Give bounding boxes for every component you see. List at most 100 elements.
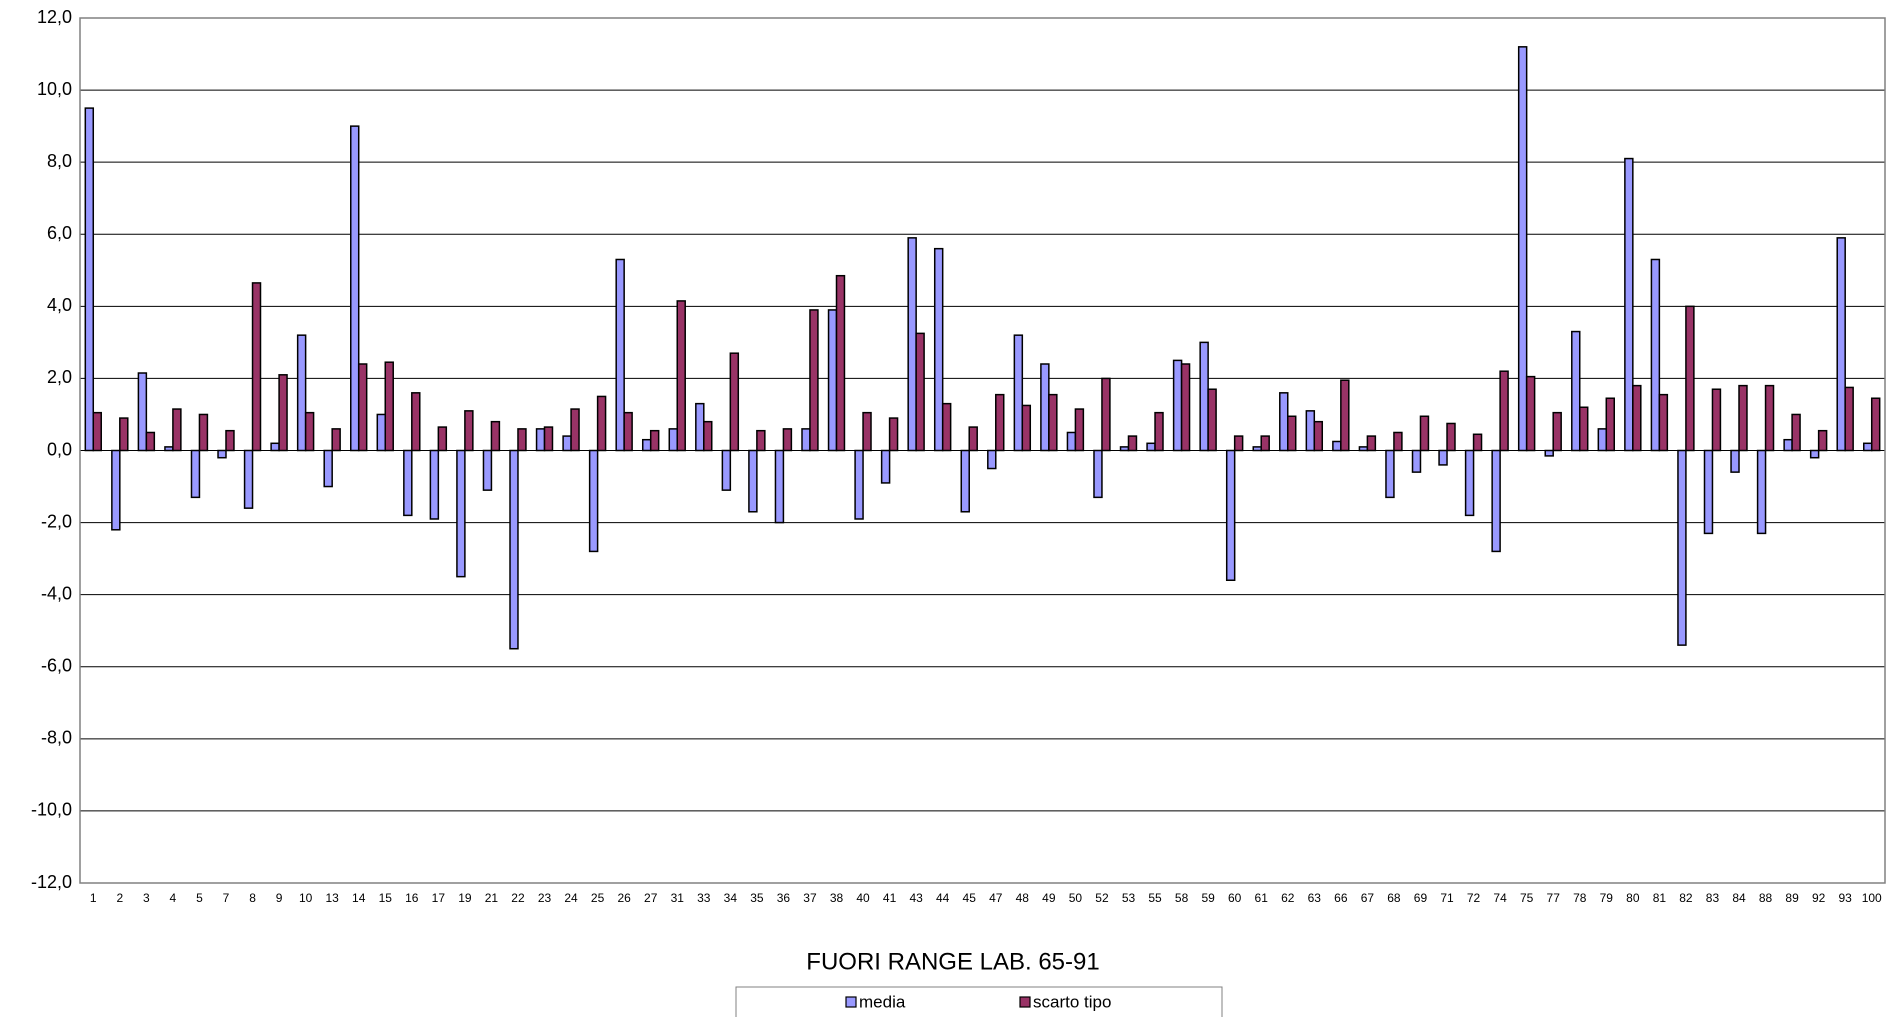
bar <box>1340 379 1350 452</box>
bar <box>464 410 474 452</box>
bar <box>915 332 925 452</box>
bar <box>1552 411 1562 452</box>
bar <box>1438 449 1448 466</box>
x-tick-label: 15 <box>379 891 393 905</box>
x-tick-label: 19 <box>458 891 472 905</box>
x-tick-label: 35 <box>750 891 764 905</box>
x-tick-label: 31 <box>671 891 685 905</box>
y-tick-label: 2,0 <box>47 367 72 387</box>
bar <box>729 352 740 452</box>
y-tick-label: 6,0 <box>47 223 72 243</box>
x-tick-label: 41 <box>883 891 897 905</box>
bar <box>641 438 652 452</box>
bar <box>535 428 546 452</box>
bar <box>1048 393 1058 452</box>
bar <box>562 435 572 452</box>
bar <box>1571 330 1581 452</box>
bar <box>854 449 864 520</box>
bar <box>437 426 448 452</box>
x-tick-label: 40 <box>856 891 870 905</box>
bar <box>1544 449 1554 457</box>
bar <box>1791 413 1801 452</box>
x-tick-label: 37 <box>803 891 817 905</box>
x-tick-label: 45 <box>963 891 977 905</box>
bar <box>517 428 527 452</box>
bar <box>960 449 970 513</box>
y-tick-label: 10,0 <box>37 79 72 99</box>
bar <box>596 395 607 452</box>
bar <box>482 449 493 491</box>
bar <box>827 309 838 452</box>
bar <box>1677 449 1687 646</box>
x-tick-label: 93 <box>1839 891 1853 905</box>
plot-frame <box>79 17 1886 884</box>
bar <box>1332 440 1342 452</box>
bar <box>1517 46 1528 452</box>
x-tick-label: 5 <box>196 891 203 905</box>
x-tick-label: 79 <box>1600 891 1614 905</box>
bar <box>1101 377 1111 452</box>
x-tick-label: 72 <box>1467 891 1481 905</box>
bar <box>509 449 519 650</box>
bar <box>543 426 554 452</box>
bar <box>995 393 1005 452</box>
bar <box>323 449 333 488</box>
x-tick-label: 92 <box>1812 891 1826 905</box>
bar <box>1207 388 1217 452</box>
bar <box>304 411 315 452</box>
x-tick-label: 80 <box>1626 891 1640 905</box>
bar <box>1366 435 1377 452</box>
bar <box>84 107 95 452</box>
bar <box>1817 429 1828 452</box>
bar <box>172 408 182 452</box>
x-tick-label: 77 <box>1547 891 1561 905</box>
x-tick-label: 8 <box>249 891 256 905</box>
x-tick-label: 38 <box>830 891 844 905</box>
y-tick-label: 0,0 <box>47 439 72 459</box>
bar <box>588 449 599 553</box>
bar <box>703 420 713 452</box>
bar <box>721 449 732 491</box>
x-tick-label: 17 <box>432 891 446 905</box>
bar <box>331 428 341 452</box>
bar <box>1305 410 1316 452</box>
bar <box>1154 411 1164 452</box>
bar <box>1844 386 1854 452</box>
x-tick-label: 55 <box>1148 891 1162 905</box>
x-tick-label: 34 <box>724 891 738 905</box>
y-tick-label: 12,0 <box>37 7 72 27</box>
bar <box>1764 384 1775 452</box>
bar <box>429 449 440 520</box>
bar <box>1411 449 1422 473</box>
bar <box>1632 384 1642 452</box>
x-tick-label: 33 <box>697 891 711 905</box>
bar <box>1464 449 1475 517</box>
bar <box>1685 305 1695 452</box>
bar <box>403 449 413 517</box>
bar <box>251 282 262 452</box>
x-tick-label: 78 <box>1573 891 1587 905</box>
x-tick-label: 67 <box>1361 891 1375 905</box>
x-tick-label: 7 <box>223 891 230 905</box>
x-tick-label: 48 <box>1016 891 1030 905</box>
x-tick-label: 50 <box>1069 891 1083 905</box>
x-tick-label: 100 <box>1862 891 1882 905</box>
bar <box>1730 449 1740 473</box>
bar <box>456 449 466 578</box>
bar <box>1385 449 1395 499</box>
x-tick-label: 53 <box>1122 891 1136 905</box>
x-tick-label: 10 <box>299 891 313 905</box>
bar <box>1836 237 1846 452</box>
bar <box>1863 442 1873 452</box>
x-tick-label: 24 <box>564 891 578 905</box>
bar <box>1252 446 1262 452</box>
x-tick-label: 58 <box>1175 891 1189 905</box>
x-tick-label: 4 <box>170 891 177 905</box>
bar <box>1525 375 1536 452</box>
x-tick-label: 16 <box>405 891 419 905</box>
bar <box>411 392 421 452</box>
bar <box>880 449 891 484</box>
bar <box>1605 397 1615 452</box>
x-tick-label: 83 <box>1706 891 1720 905</box>
bar <box>217 449 227 459</box>
